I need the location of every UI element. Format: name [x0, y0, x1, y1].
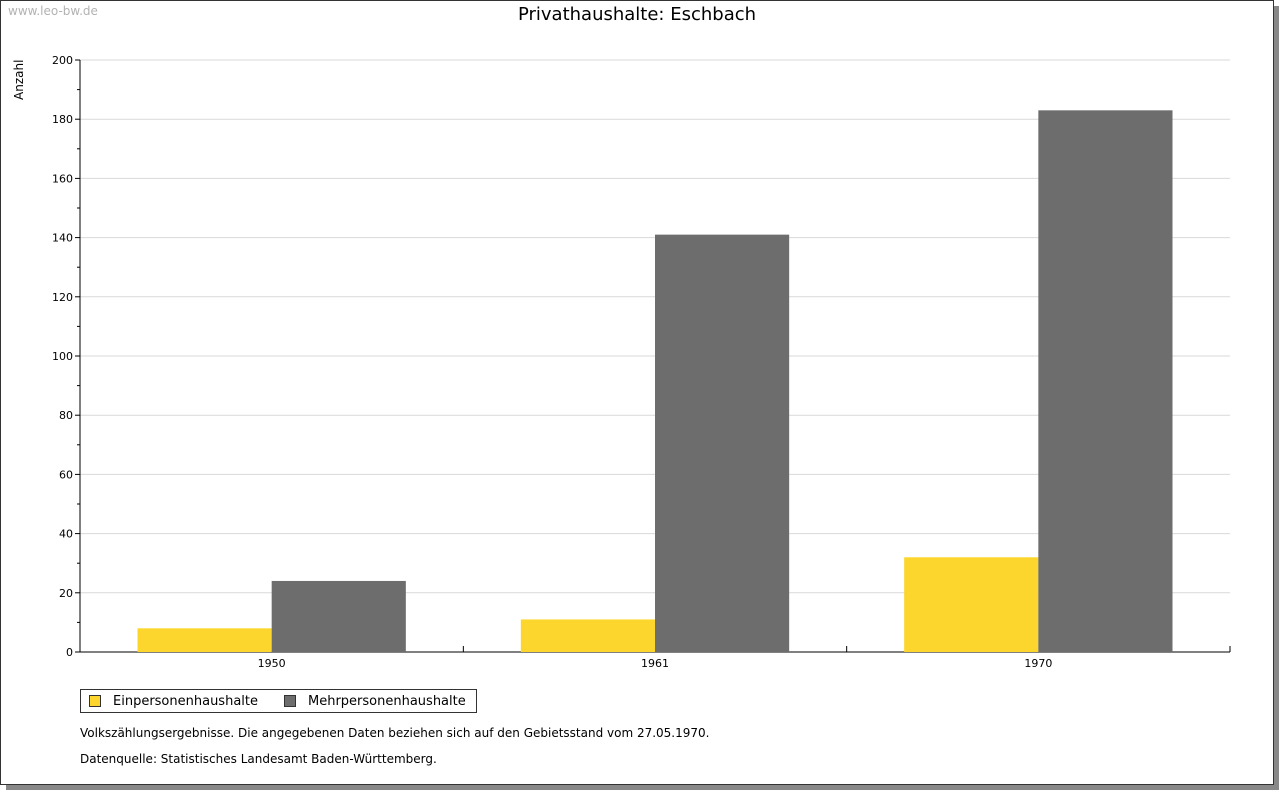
watermark-text: www.leo-bw.de	[8, 4, 98, 18]
y-tick-label: 120	[52, 291, 73, 304]
legend-swatch-mehrpersonen	[284, 695, 296, 707]
frame-shadow-right	[1274, 6, 1279, 790]
bar-einpersonen-1950	[137, 628, 272, 652]
legend-label-einpersonen: Einpersonenhaushalte	[113, 693, 258, 709]
legend-item-einpersonen: Einpersonenhaushalte	[89, 694, 258, 709]
x-tick-label: 1950	[258, 657, 286, 670]
bar-einpersonen-1961	[520, 619, 655, 652]
y-tick-label: 0	[66, 646, 73, 659]
bar-mehrpersonen-1961	[655, 234, 790, 652]
data-source-note: Datenquelle: Statistisches Landesamt Bad…	[80, 752, 437, 766]
bar-mehrpersonen-1950	[271, 580, 406, 652]
y-tick-label: 40	[59, 528, 73, 541]
y-tick-label: 200	[52, 54, 73, 67]
legend-label-mehrpersonen: Mehrpersonenhaushalte	[308, 693, 466, 709]
bar-einpersonen-1970	[904, 557, 1039, 652]
y-tick-label: 80	[59, 409, 73, 422]
bar-mehrpersonen-1970	[1038, 110, 1173, 652]
x-tick-label: 1970	[1024, 657, 1052, 670]
y-tick-label: 100	[52, 350, 73, 363]
y-tick-label: 20	[59, 587, 73, 600]
frame-shadow-bottom	[6, 785, 1279, 790]
y-tick-label: 160	[52, 172, 73, 185]
census-note: Volkszählungsergebnisse. Die angegebenen…	[80, 726, 710, 740]
legend: Einpersonenhaushalte Mehrpersonenhaushal…	[80, 689, 477, 713]
x-tick-label: 1961	[641, 657, 669, 670]
legend-swatch-einpersonen	[89, 695, 101, 707]
y-tick-label: 180	[52, 113, 73, 126]
legend-item-mehrpersonen: Mehrpersonenhaushalte	[284, 694, 466, 709]
y-tick-label: 140	[52, 232, 73, 245]
y-tick-label: 60	[59, 468, 73, 481]
chart-title: Privathaushalte: Eschbach	[517, 4, 757, 25]
